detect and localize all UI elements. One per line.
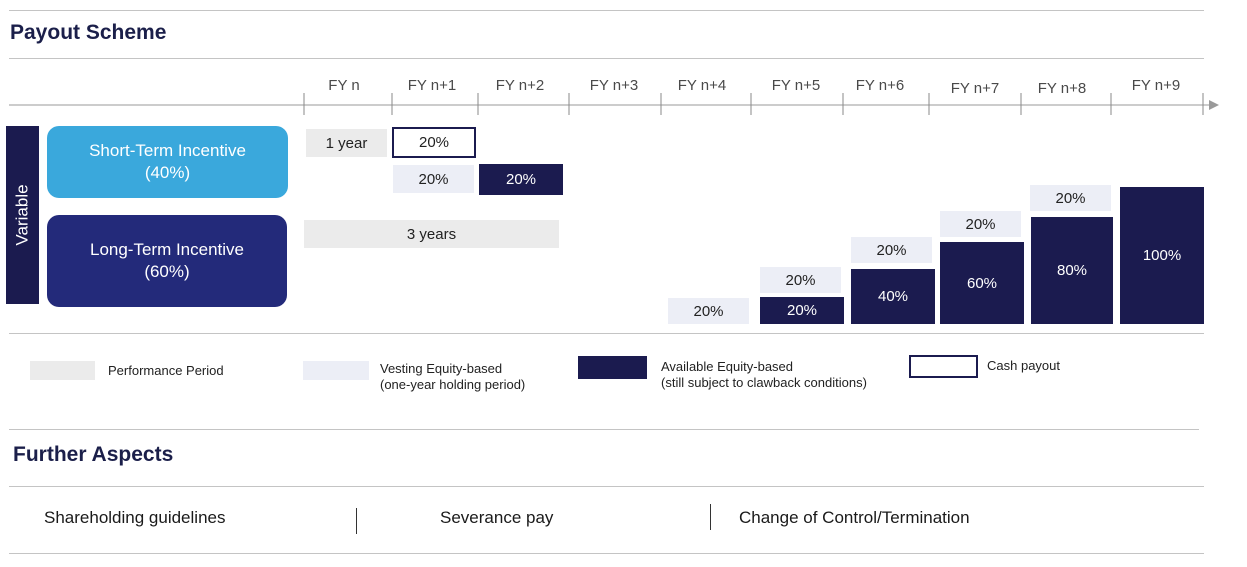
lti-share: (60%): [144, 262, 190, 281]
title-divider: [9, 58, 1204, 59]
lti-available-equity: 80%: [1031, 217, 1113, 324]
aspect-divider: [356, 508, 357, 534]
fy-label: FY n+9: [1131, 77, 1181, 94]
legend-performance-swatch: [30, 361, 95, 380]
legend-cash-label: Cash payout: [987, 358, 1060, 373]
fy-label: FY n+3: [589, 77, 639, 94]
legend-performance-label: Performance Period: [108, 363, 224, 378]
fy-label: FY n+7: [950, 80, 1000, 97]
further-top-divider: [9, 429, 1199, 430]
lti-vesting-equity: 20%: [940, 211, 1021, 237]
sti-performance-period: 1 year: [306, 129, 387, 157]
top-divider: [9, 10, 1204, 11]
sti-vesting-equity: 20%: [393, 165, 474, 193]
legend-cash-swatch: [909, 355, 978, 378]
lti-available-equity: 100%: [1120, 187, 1204, 324]
aspect-severance-pay: Severance pay: [440, 508, 554, 527]
variable-bar: Variable: [6, 126, 39, 304]
sti-share: (40%): [144, 163, 191, 182]
sti-label: Short-Term Incentive: [89, 141, 246, 160]
lti-vesting-equity: 20%: [1030, 185, 1111, 211]
short-term-incentive-box: Short-Term Incentive (40%): [47, 126, 288, 198]
legend-available-label: Available Equity-based (still subject to…: [661, 359, 867, 391]
lti-available-equity: 60%: [940, 242, 1024, 324]
aspect-shareholding-guidelines: Shareholding guidelines: [44, 508, 226, 527]
timeline-axis: [9, 93, 1219, 115]
variable-label: Variable: [12, 184, 32, 246]
lti-performance-period: 3 years: [304, 220, 559, 248]
long-term-incentive-box: Long-Term Incentive (60%): [47, 215, 287, 307]
fy-label: FY n+1: [407, 77, 457, 94]
legend-available-line2: (still subject to clawback conditions): [661, 375, 867, 390]
lti-available-equity: 40%: [851, 269, 935, 324]
fy-label: FY n+4: [677, 77, 727, 94]
payout-scheme-title: Payout Scheme: [10, 21, 167, 44]
legend-available-swatch: [578, 356, 647, 379]
bottom-divider: [9, 553, 1204, 554]
fy-label: FY n+8: [1037, 80, 1087, 97]
lti-vesting-equity: 20%: [760, 267, 841, 293]
legend-vesting-label: Vesting Equity-based (one-year holding p…: [380, 361, 525, 393]
fy-label: FY n+2: [495, 77, 545, 94]
sti-available-equity: 20%: [479, 164, 563, 195]
sti-cash-payout: 20%: [392, 127, 476, 158]
legend-vesting-line2: (one-year holding period): [380, 377, 526, 392]
legend-vesting-line1: Vesting Equity-based: [380, 361, 503, 376]
legend-available-line1: Available Equity-based: [661, 359, 794, 374]
lti-vesting-equity: 20%: [851, 237, 932, 263]
further-aspects-title: Further Aspects: [13, 443, 174, 466]
fy-label: FY n+5: [771, 77, 821, 94]
aspect-divider: [710, 504, 711, 530]
further-title-divider: [9, 486, 1204, 487]
fy-label: FY n+6: [855, 77, 905, 94]
aspect-change-of-control: Change of Control/Termination: [739, 508, 970, 527]
lti-vesting-equity: 20%: [668, 298, 749, 324]
lti-label: Long-Term Incentive: [89, 240, 245, 259]
lti-available-equity: 20%: [760, 297, 844, 324]
fy-label: FY n: [328, 77, 360, 94]
chart-bottom-divider: [9, 333, 1204, 334]
legend-vesting-swatch: [303, 361, 369, 380]
